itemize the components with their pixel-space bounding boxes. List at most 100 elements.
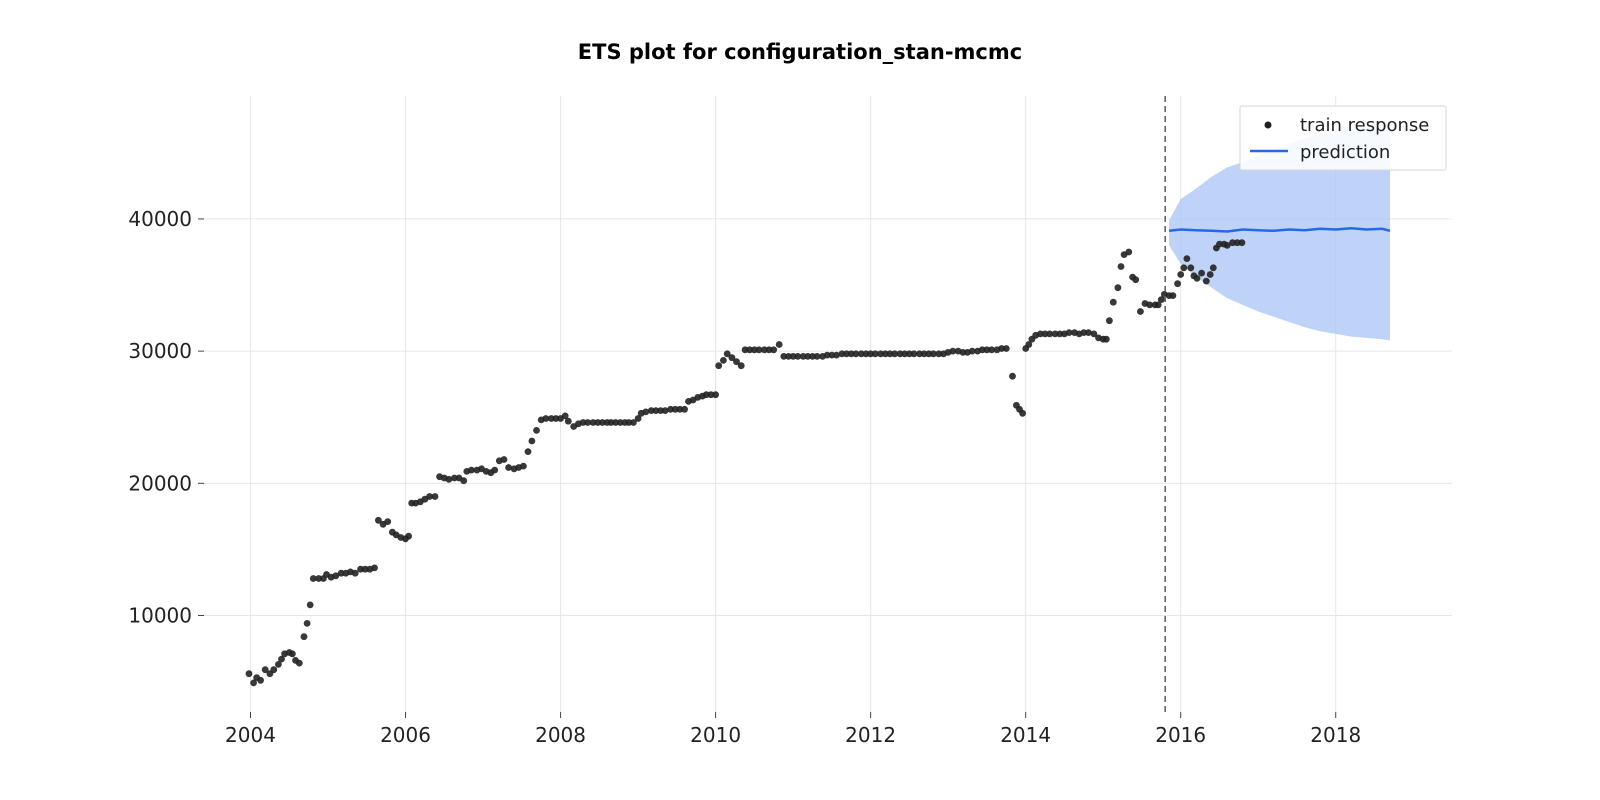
train-point <box>564 417 572 425</box>
y-tick-label: 40000 <box>128 207 192 231</box>
train-point <box>1223 242 1231 249</box>
train-point <box>1198 269 1205 277</box>
train-point <box>891 350 899 358</box>
train-point <box>852 350 860 358</box>
train-point <box>775 341 783 348</box>
train-point <box>332 572 340 580</box>
train-point <box>652 407 660 414</box>
x-tick-label: 2012 <box>845 723 896 747</box>
train-point <box>612 419 619 426</box>
train-point <box>1019 409 1026 417</box>
train-point <box>920 350 928 358</box>
train-point <box>813 353 821 360</box>
train-point <box>303 620 311 627</box>
train-point <box>1187 264 1195 272</box>
train-point <box>309 575 317 582</box>
train-point <box>524 448 532 455</box>
train-point <box>384 518 392 525</box>
train-point <box>300 633 308 641</box>
train-point <box>1169 292 1177 299</box>
train-point <box>491 466 499 474</box>
prediction-line-layer <box>1168 226 1391 233</box>
train-point <box>1180 264 1188 272</box>
x-axis: 2004 2006 2008 2010 2012 2014 2016 2018 <box>225 712 1361 747</box>
train-point <box>295 659 303 667</box>
y-axis: 10000 20000 30000 40000 <box>128 207 204 628</box>
train-point <box>681 405 688 413</box>
train-point <box>823 351 831 359</box>
train-point <box>676 405 684 413</box>
train-point <box>261 666 269 674</box>
train-point <box>733 358 740 366</box>
train-point <box>1132 276 1140 284</box>
train-point <box>1041 330 1049 338</box>
train-point <box>1206 271 1214 278</box>
legend-train-marker <box>1264 121 1272 129</box>
train-point <box>867 350 874 358</box>
train-point <box>723 350 731 358</box>
train-point <box>533 427 540 434</box>
train-point <box>1125 248 1133 256</box>
y-tick-label: 20000 <box>128 471 192 495</box>
train-point <box>988 346 995 354</box>
train-point <box>789 353 797 360</box>
train-point <box>935 350 943 358</box>
train-point <box>998 345 1005 352</box>
train-point <box>1114 284 1122 292</box>
train-point <box>1117 263 1125 270</box>
train-point <box>445 475 453 483</box>
train-point <box>634 415 642 422</box>
train-point <box>833 351 840 359</box>
train-point <box>289 650 296 658</box>
train-point <box>1109 298 1117 306</box>
train-point <box>770 346 778 354</box>
train-point <box>702 391 710 399</box>
x-tick-label: 2018 <box>1310 723 1361 747</box>
legend-prediction-label: prediction <box>1300 142 1390 163</box>
train-point <box>1209 264 1217 272</box>
train-point <box>1051 330 1059 338</box>
train-point <box>257 676 264 684</box>
train-point <box>315 575 323 582</box>
train-point <box>661 407 669 414</box>
y-tick-label: 30000 <box>128 339 192 363</box>
train-point <box>1002 345 1010 352</box>
train-point <box>794 353 802 360</box>
train-point <box>968 347 976 355</box>
train-point <box>1193 275 1201 282</box>
train-point <box>1102 335 1110 343</box>
train-point <box>1154 301 1162 309</box>
train-point <box>1009 372 1016 380</box>
train-point <box>720 357 727 364</box>
x-tick-label: 2010 <box>690 723 741 747</box>
train-point <box>371 564 378 572</box>
train-point <box>1177 271 1185 278</box>
train-point <box>712 391 719 399</box>
train-point <box>857 350 865 358</box>
train-point <box>1183 255 1191 262</box>
train-point <box>1202 277 1210 285</box>
train-point <box>871 350 879 358</box>
train-point <box>245 670 253 678</box>
train-point <box>1157 296 1165 303</box>
train-point <box>1146 301 1154 309</box>
x-tick-label: 2008 <box>535 723 586 747</box>
train-point <box>500 456 508 463</box>
train-point <box>728 354 736 362</box>
train-point <box>780 353 788 360</box>
train-point <box>1080 329 1088 336</box>
train-point <box>755 346 763 354</box>
train-point <box>983 346 991 354</box>
train-point <box>930 350 937 358</box>
train-point <box>561 412 569 420</box>
train-point <box>1137 308 1144 315</box>
x-tick-label: 2014 <box>1000 723 1051 747</box>
x-tick-label: 2006 <box>380 723 431 747</box>
train-point <box>1238 239 1246 247</box>
train-point <box>901 350 909 358</box>
train-point <box>642 408 650 416</box>
train-point <box>1046 330 1054 338</box>
x-tick-label: 2004 <box>225 723 276 747</box>
train-point <box>270 666 278 674</box>
train-point <box>761 346 768 354</box>
